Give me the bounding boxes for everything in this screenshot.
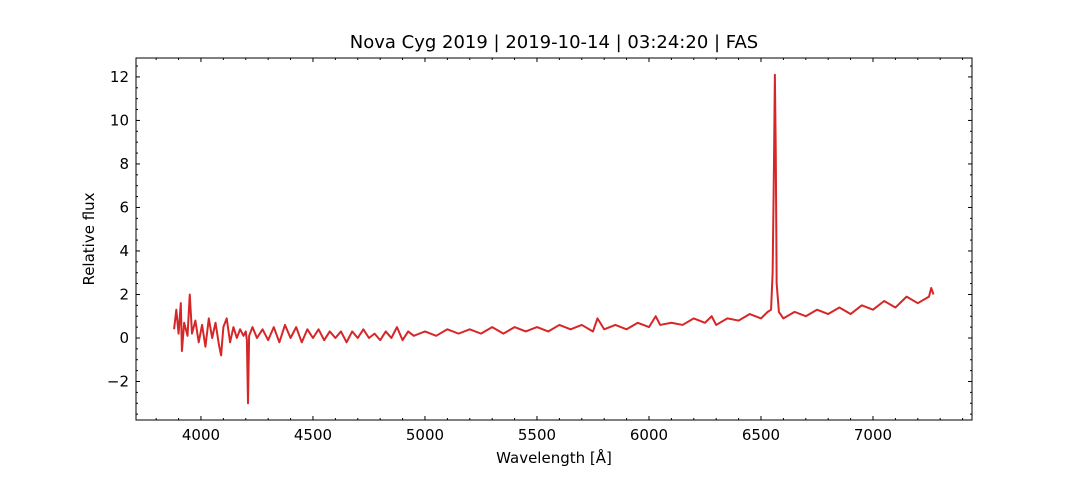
y-axis-label: Relative flux	[80, 192, 98, 285]
chart-title: Nova Cyg 2019 | 2019-10-14 | 03:24:20 | …	[350, 32, 758, 53]
spectrum-line	[173, 73, 935, 405]
y-tick-label: −2	[107, 372, 129, 390]
x-tick-label: 5500	[518, 426, 556, 444]
x-tick-label: 5000	[406, 426, 444, 444]
x-tick-label: 6000	[630, 426, 668, 444]
y-tick-label: 10	[110, 111, 129, 129]
plot-frame	[135, 57, 973, 421]
y-tick-label: 8	[119, 155, 129, 173]
y-tick-label: 2	[119, 285, 129, 303]
x-tick-label: 6500	[742, 426, 780, 444]
x-axis-label: Wavelength [Å]	[496, 448, 612, 467]
x-tick-label: 4500	[294, 426, 332, 444]
y-tick-label: 4	[119, 242, 129, 260]
x-tick-label: 7000	[854, 426, 892, 444]
x-tick-label: 4000	[182, 426, 220, 444]
y-tick-label: 0	[119, 329, 129, 347]
y-tick-label: 12	[110, 68, 129, 86]
y-tick-label: 6	[119, 198, 129, 216]
